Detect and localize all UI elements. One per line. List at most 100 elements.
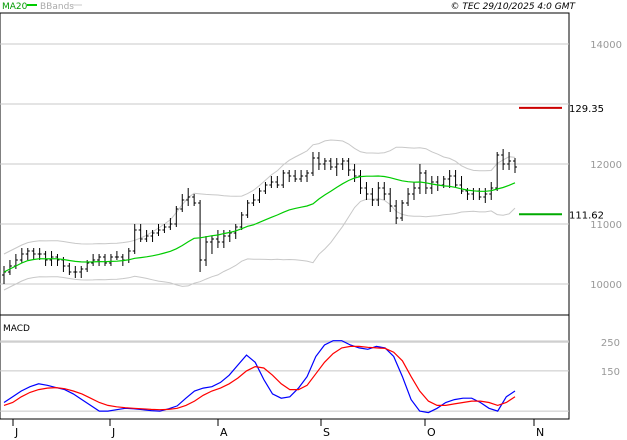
price-bar: [138, 224, 143, 242]
x-tick-label: S: [323, 426, 330, 439]
price-bar: [305, 170, 310, 182]
price-bar: [400, 200, 405, 221]
price-bar: [25, 248, 30, 260]
price-bar: [394, 200, 399, 224]
price-bar: [245, 200, 250, 218]
x-tick-label: J: [14, 426, 18, 439]
price-bar: [174, 206, 179, 227]
price-bar: [316, 152, 321, 170]
macd-panel-frame: [0, 314, 570, 420]
price-tick-label: 14000: [590, 40, 622, 51]
price-bar: [2, 266, 6, 284]
price-bar: [501, 149, 506, 170]
price-bar: [334, 158, 339, 176]
price-bar: [73, 266, 78, 278]
resistance-level-label: 129.35: [569, 104, 604, 115]
price-bar: [495, 152, 500, 191]
price-bar: [37, 248, 42, 260]
price-bar: [91, 254, 96, 266]
price-bar: [31, 248, 36, 260]
price-bar: [423, 170, 428, 194]
legend-ma: MA20: [2, 2, 28, 12]
price-bar: [192, 194, 197, 206]
price-bar: [7, 260, 12, 275]
x-tick-label: N: [536, 426, 544, 439]
price-bar: [471, 188, 476, 200]
price-bar: [340, 158, 345, 170]
price-bar: [346, 158, 351, 176]
price-tick-label: 12000: [590, 160, 622, 171]
price-bar: [477, 188, 482, 200]
price-tick-label: 10000: [590, 280, 622, 291]
price-bar: [209, 236, 214, 254]
macd-signal-line: [3, 345, 516, 411]
price-bar: [507, 152, 512, 170]
macd-title: MACD: [3, 324, 30, 334]
price-bar: [263, 182, 268, 194]
macd-macd-line: [3, 340, 516, 414]
price-bar: [168, 218, 173, 230]
price-bar: [19, 248, 24, 263]
price-bar: [358, 170, 363, 194]
price-bar: [198, 200, 203, 272]
price-bar: [156, 224, 161, 236]
price-bar: [364, 182, 369, 200]
price-bar: [186, 188, 191, 206]
price-bar: [269, 176, 274, 188]
price-bar: [310, 152, 315, 176]
price-bar: [411, 182, 416, 200]
price-bar: [180, 194, 185, 212]
support-level-label: 111.62: [569, 210, 604, 221]
price-bar: [162, 224, 167, 233]
price-bar: [204, 236, 209, 266]
price-bar: [382, 182, 387, 200]
price-bar: [417, 164, 422, 194]
x-tick-label: A: [220, 426, 228, 439]
price-bar: [453, 170, 458, 188]
price-bar: [150, 230, 155, 242]
price-bar: [287, 170, 292, 182]
price-bar: [97, 254, 102, 266]
price-bar: [114, 251, 119, 260]
price-bar: [103, 254, 108, 266]
price-bar: [79, 266, 84, 278]
macd-tick-label: 250: [601, 338, 620, 349]
price-bar: [55, 254, 60, 266]
price-bar: [281, 170, 286, 188]
price-bar: [435, 176, 440, 191]
price-bar: [352, 164, 357, 182]
price-bar: [144, 230, 149, 242]
x-tick-label: J: [111, 426, 115, 439]
price-bar: [429, 176, 434, 194]
price-bar: [322, 158, 327, 170]
bband-upper: [3, 139, 516, 255]
price-bar: [459, 176, 464, 194]
price-bar: [132, 224, 137, 254]
price-bar: [257, 188, 262, 203]
price-bar: [513, 158, 517, 173]
price-bar: [370, 188, 375, 206]
price-bar: [67, 263, 72, 275]
x-tick-label: O: [427, 426, 436, 439]
ma20-line: [3, 175, 516, 273]
price-bar: [299, 170, 304, 182]
price-bar: [251, 194, 256, 206]
price-bar: [388, 188, 393, 212]
bband-lower: [3, 198, 516, 291]
price-bar: [239, 212, 244, 230]
price-bar: [126, 248, 131, 263]
price-bar: [275, 176, 280, 188]
price-bar: [293, 170, 298, 182]
price-bar: [483, 188, 488, 203]
price-tick-label: 11000: [590, 220, 622, 231]
price-bar: [447, 170, 452, 188]
price-bar: [108, 254, 113, 266]
legend-bbands: BBands: [40, 2, 74, 12]
price-bar: [406, 188, 411, 206]
macd-tick-label: 150: [601, 367, 620, 378]
copyright: © TEC 29/10/2025 4:0 GMT: [450, 2, 576, 12]
price-bar: [215, 230, 220, 248]
price-bar: [328, 158, 333, 170]
price-bar: [376, 182, 381, 206]
